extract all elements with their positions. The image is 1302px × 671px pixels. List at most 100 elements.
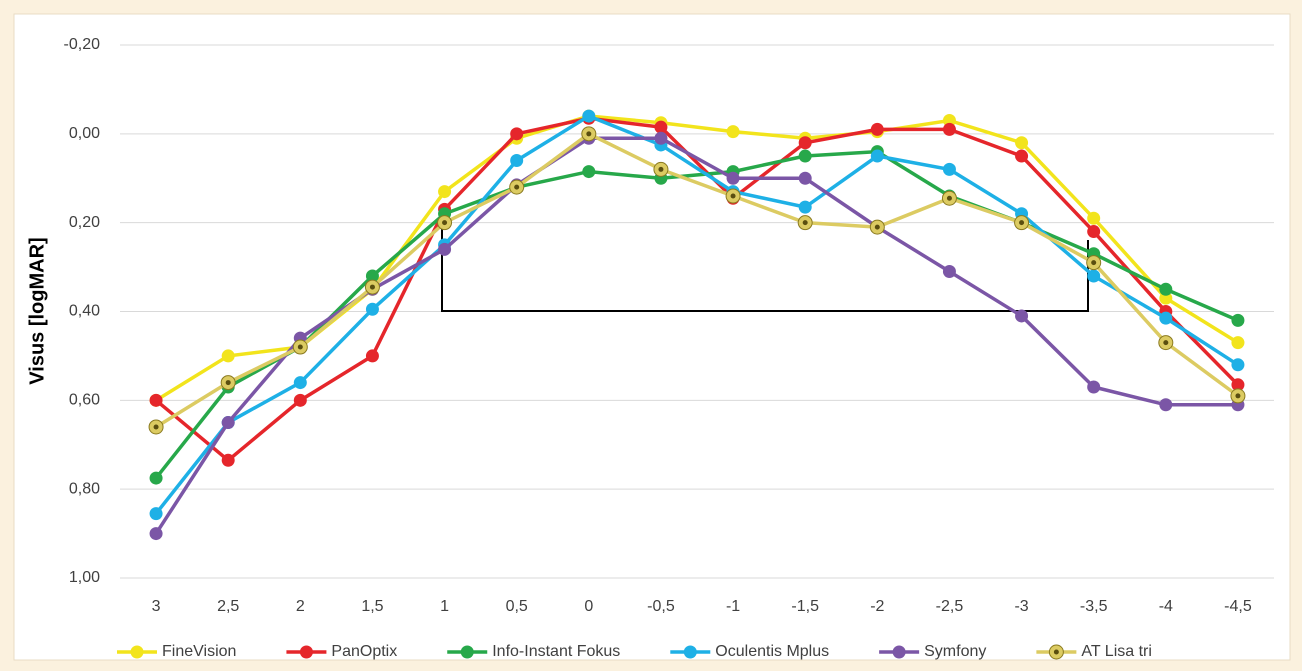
point bbox=[683, 645, 697, 659]
point bbox=[1158, 335, 1174, 351]
point bbox=[365, 302, 379, 316]
point-inner bbox=[586, 131, 592, 137]
point-inner bbox=[442, 220, 448, 226]
y-tick-label: 0,80 bbox=[69, 480, 100, 497]
point bbox=[1159, 311, 1173, 325]
point bbox=[726, 125, 740, 139]
point bbox=[1159, 291, 1173, 305]
point bbox=[293, 393, 307, 407]
series-line bbox=[154, 136, 1238, 535]
point bbox=[220, 375, 236, 391]
point bbox=[437, 215, 453, 231]
point bbox=[725, 188, 741, 204]
x-tick-label: 2,5 bbox=[217, 598, 239, 615]
point bbox=[510, 127, 524, 141]
point-inner bbox=[369, 284, 375, 290]
point bbox=[1015, 149, 1029, 163]
point bbox=[653, 161, 669, 177]
point bbox=[510, 153, 524, 167]
legend: FineVision PanOptix Info-Instant Fokus Ocul… bbox=[117, 643, 1152, 660]
x-tick-label: 0 bbox=[584, 598, 593, 615]
x-tick-label: -3,5 bbox=[1080, 598, 1108, 615]
legend-label: FineVision bbox=[162, 643, 236, 660]
point bbox=[149, 527, 163, 541]
x-tick-label: -2 bbox=[870, 598, 884, 615]
plot-panel bbox=[13, 13, 1291, 661]
legend-label: PanOptix bbox=[331, 643, 397, 660]
point bbox=[1014, 215, 1030, 231]
x-tick-label: 0,5 bbox=[506, 598, 528, 615]
y-axis-label: Visus [logMAR] bbox=[26, 237, 48, 384]
y-tick-label: 0,20 bbox=[69, 214, 100, 231]
y-tick-label: 0,00 bbox=[69, 125, 100, 142]
point bbox=[1087, 269, 1101, 283]
series-line bbox=[154, 149, 1239, 480]
point bbox=[1231, 378, 1245, 392]
point bbox=[365, 269, 379, 283]
point bbox=[1231, 336, 1245, 350]
point bbox=[798, 136, 812, 150]
point-inner bbox=[874, 224, 880, 230]
point bbox=[148, 419, 164, 435]
point bbox=[365, 349, 379, 363]
legend-label: AT Lisa tri bbox=[1081, 643, 1152, 660]
point bbox=[149, 507, 163, 521]
point bbox=[654, 131, 668, 145]
point-inner bbox=[514, 184, 520, 190]
point bbox=[798, 200, 812, 214]
legend-label: Symfony bbox=[924, 643, 986, 660]
x-tick-label: -0,5 bbox=[647, 598, 675, 615]
point bbox=[364, 279, 380, 295]
point bbox=[221, 416, 235, 430]
point bbox=[1159, 398, 1173, 412]
point bbox=[299, 645, 313, 659]
point bbox=[798, 149, 812, 163]
point bbox=[581, 126, 597, 142]
point bbox=[1087, 225, 1101, 239]
legend-label: Info-Instant Fokus bbox=[492, 643, 620, 660]
point bbox=[149, 393, 163, 407]
point bbox=[221, 453, 235, 467]
point bbox=[941, 190, 957, 206]
y-tick-label: 0,60 bbox=[69, 392, 100, 409]
point-inner bbox=[1019, 220, 1025, 226]
x-tick-label: -1 bbox=[726, 598, 740, 615]
point bbox=[130, 645, 144, 659]
point bbox=[1231, 358, 1245, 372]
x-tick-label: -2,5 bbox=[936, 598, 964, 615]
point bbox=[870, 122, 884, 136]
point bbox=[582, 109, 596, 123]
point bbox=[1015, 309, 1029, 323]
x-tick-label: -4,5 bbox=[1224, 598, 1252, 615]
point bbox=[1048, 644, 1064, 660]
series-line bbox=[154, 116, 1240, 463]
x-tick-label: -1,5 bbox=[791, 598, 819, 615]
point bbox=[460, 645, 474, 659]
y-tick-label: 0,40 bbox=[69, 303, 100, 320]
point bbox=[1086, 255, 1102, 271]
point bbox=[221, 349, 235, 363]
series-line bbox=[154, 114, 1239, 515]
point bbox=[654, 120, 668, 134]
point bbox=[149, 471, 163, 485]
point bbox=[1159, 282, 1173, 296]
point bbox=[892, 645, 906, 659]
point bbox=[1087, 211, 1101, 225]
point-inner bbox=[1235, 393, 1241, 399]
y-tick-label: -0,20 bbox=[64, 36, 101, 53]
legend-label: Oculentis Mplus bbox=[715, 643, 829, 660]
point bbox=[869, 219, 885, 235]
point bbox=[292, 339, 308, 355]
x-tick-label: 1 bbox=[440, 598, 449, 615]
point-inner bbox=[802, 220, 808, 226]
point bbox=[1015, 136, 1029, 150]
point bbox=[942, 122, 956, 136]
point bbox=[509, 179, 525, 195]
point bbox=[942, 162, 956, 176]
point-inner bbox=[1163, 340, 1169, 346]
point bbox=[798, 171, 812, 185]
point-inner bbox=[1053, 649, 1059, 655]
series-line bbox=[155, 131, 1239, 429]
point bbox=[870, 149, 884, 163]
point-inner bbox=[153, 424, 159, 430]
